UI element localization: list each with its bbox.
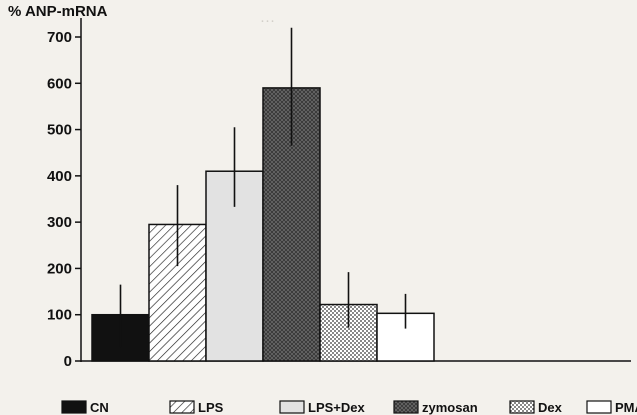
legend-label: PMA: [615, 400, 637, 415]
legend-swatch: [393, 400, 419, 414]
legend-label: CN: [90, 400, 109, 415]
legend-label: LPS: [198, 400, 224, 415]
y-tick-label: 300: [47, 214, 72, 231]
legend-label: zymosan: [422, 400, 478, 415]
legend-swatch: [279, 400, 305, 414]
legend-swatch: [61, 400, 87, 414]
y-tick-label: 400: [47, 168, 72, 185]
y-tick-label: 500: [47, 122, 72, 139]
y-tick-label: 100: [47, 307, 72, 324]
legend-swatch: [586, 400, 612, 414]
y-axis-label: % ANP-mRNA: [8, 3, 108, 20]
error-bars: [119, 27, 407, 348]
y-axis-ticks: 0 100 200 300 400 500 600 700: [47, 29, 81, 370]
y-tick-label: 0: [64, 353, 72, 370]
y-tick-label: 700: [47, 29, 72, 46]
y-tick-label: 600: [47, 75, 72, 92]
legend-swatch: [509, 400, 535, 414]
legend-swatch: [169, 400, 195, 414]
legend-label: LPS+Dex: [308, 400, 365, 415]
legend-label: Dex: [538, 400, 563, 415]
legend: CN LPS LPS+Dex zymosan Dex PMA: [61, 400, 637, 415]
svg-text:…: …: [260, 10, 275, 26]
y-tick-label: 200: [47, 260, 72, 277]
